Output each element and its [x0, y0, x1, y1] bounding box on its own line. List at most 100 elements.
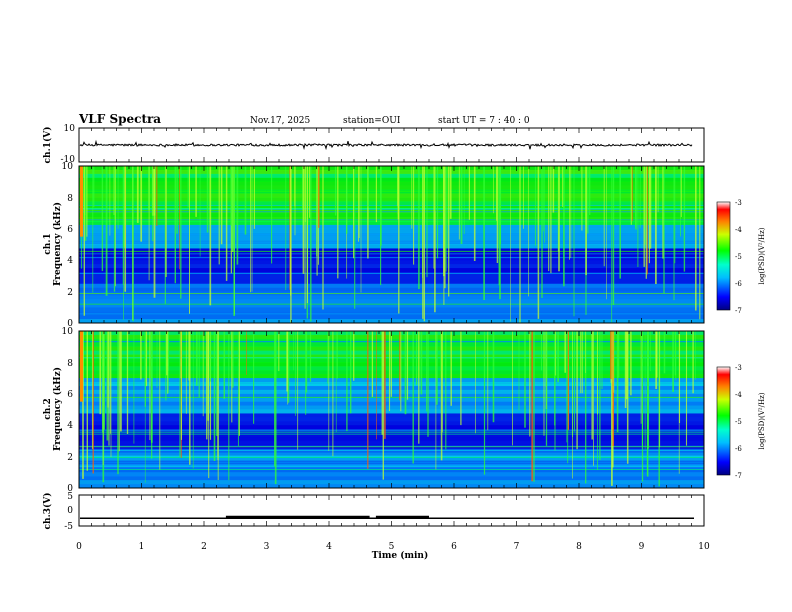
ch2-colorbar-label: log(PSD)(V²/Hz) [758, 392, 766, 449]
ch2-spec-edge-strip [80, 331, 83, 402]
time-tick-label-6: 6 [451, 542, 457, 552]
ch1-freq-tick-2: 2 [67, 288, 73, 298]
ch1-spec-band [79, 252, 704, 257]
ch1-spec-band [79, 307, 704, 312]
ch1-spec-band [79, 181, 704, 186]
ch2-colorbar: -3 -4 -5 -6 -7 log(PSD)(V²/Hz) [716, 364, 766, 480]
ch1-spec-band [79, 260, 704, 265]
ch2-spec-band [79, 436, 704, 442]
ch2-spectrogram-ylabel-channel: ch.2 [43, 398, 53, 419]
ch2-freq-tick-6: 6 [67, 390, 73, 400]
ch2-spec-band [79, 409, 704, 414]
ch1-spec-band [79, 283, 704, 288]
date-label: Nov.17, 2025 [250, 116, 311, 126]
ch3-level-panel: 5 0 -5 ch.3(V) [42, 492, 705, 532]
ch1-freq-tick-4: 4 [67, 256, 73, 266]
ch2-spec-band [79, 476, 704, 481]
ch1-spec-band [79, 279, 704, 285]
ch2-spec-band [79, 401, 704, 406]
ch2-spec-band [79, 472, 704, 477]
ch1-spectrogram-panel: 10 8 6 4 2 0 ch.1 Frequency (kHz) [43, 162, 705, 329]
ch2-cb-tick-m6: -6 [735, 445, 742, 453]
ch2-freq-tick-8: 8 [67, 359, 73, 369]
ch2-spec-band [79, 405, 704, 410]
ch3-level-trace [80, 515, 694, 520]
ch2-spec-band [79, 452, 704, 457]
ch1-cb-tick-m4: -4 [735, 226, 742, 234]
ch1-spec-band [79, 271, 704, 277]
ch1-colorbar-label: log(PSD)(V²/Hz) [758, 227, 766, 284]
ch2-spec-band [79, 456, 704, 461]
ch1-freq-tick-8: 8 [67, 194, 73, 204]
ch1-spec-band [79, 169, 704, 175]
time-tick-label-10: 10 [698, 542, 710, 552]
ch2-spec-band [79, 397, 704, 402]
ch1-cb-tick-m7: -7 [735, 307, 742, 315]
ch2-freq-tick-4: 4 [67, 421, 73, 431]
ch2-cb-tick-m4: -4 [735, 391, 742, 399]
ch1-spec-edge-strip [80, 166, 83, 237]
ch2-cb-tick-m7: -7 [735, 472, 742, 480]
time-tick-label-9: 9 [639, 542, 645, 552]
ch1-waveform-panel: 10 -10 ch.1(V) [42, 124, 705, 165]
ch2-cb-tick-m3: -3 [735, 364, 742, 372]
ch1-freq-tick-0: 0 [67, 319, 73, 329]
ch1-spec-band [79, 248, 704, 253]
ch1-cb-tick-m5: -5 [735, 253, 742, 261]
time-axis-label: Time (min) [372, 550, 429, 561]
ch1-spec-band [79, 236, 704, 241]
time-tick-label-2: 2 [201, 542, 207, 552]
ch2-spec-band [79, 480, 704, 485]
ch1-spectrogram-yticks: 10 8 6 4 2 0 [62, 162, 74, 329]
ch1-spec-band [79, 189, 704, 194]
figure-title: VLF Spectra [78, 112, 161, 126]
ch1-colorbar: -3 -4 -5 -6 -7 log(PSD)(V²/Hz) [716, 199, 766, 315]
ch1-cb-tick-m3: -3 [735, 199, 742, 207]
time-tick-label-0: 0 [76, 542, 82, 552]
ch1-ytick-bottom: -10 [61, 155, 76, 165]
ch1-spec-band [79, 173, 704, 179]
ch1-spectrogram-ylabel-channel: ch.1 [43, 233, 53, 254]
ch1-ylabel: ch.1(V) [42, 127, 53, 164]
ch2-spec-band [79, 440, 704, 446]
ch1-spec-band [79, 205, 704, 210]
ch2-spec-band [79, 417, 704, 422]
time-tick-label-4: 4 [326, 542, 332, 552]
ch2-cb-tick-m5: -5 [735, 418, 742, 426]
ch2-spec-band [79, 425, 704, 430]
time-tick-label-3: 3 [264, 542, 270, 552]
time-tick-label-7: 7 [514, 542, 520, 552]
ch1-freq-tick-6: 6 [67, 225, 73, 235]
ch1-ytick-top: 10 [64, 124, 76, 134]
ch1-spec-band [79, 213, 704, 218]
time-tick-label-5: 5 [389, 542, 395, 552]
ch1-spectrogram-image [79, 166, 704, 324]
ch1-spec-band [79, 315, 704, 320]
time-axis-ticks: 0 1 2 3 4 5 6 7 8 9 10 [76, 542, 710, 552]
ch1-spec-band [79, 295, 704, 300]
ch2-spectrogram-ylabel-frequency: Frequency (kHz) [52, 367, 63, 451]
ch1-spec-band [79, 275, 704, 281]
ch1-spec-band [79, 201, 704, 206]
ch1-spec-band [79, 256, 704, 261]
ch1-spec-band [79, 177, 704, 182]
ch1-spec-band [79, 197, 704, 202]
ch2-spectrogram-panel: 10 8 6 4 2 0 ch.2 Frequency (kHz) [43, 327, 705, 494]
ch3-ylabel: ch.3(V) [42, 493, 53, 530]
ch2-spec-band [79, 468, 704, 473]
ch3-level-frame [78, 494, 705, 527]
ch1-spec-band [79, 244, 704, 249]
ch1-spec-band [79, 224, 704, 230]
ch1-spec-band [79, 193, 704, 198]
station-label: station=OUI [343, 116, 401, 126]
ch2-freq-tick-2: 2 [67, 453, 73, 463]
ch2-freq-tick-10: 10 [62, 327, 74, 337]
time-tick-marks [78, 128, 705, 526]
ch2-spec-band [79, 413, 704, 418]
ch1-spectrogram-ylabel-frequency: Frequency (kHz) [52, 202, 63, 286]
ch1-spec-band [79, 217, 704, 222]
ch3-ytick-top: 5 [67, 492, 73, 502]
ch3-ytick-bottom: -5 [64, 522, 73, 532]
ch1-spec-band [79, 185, 704, 190]
